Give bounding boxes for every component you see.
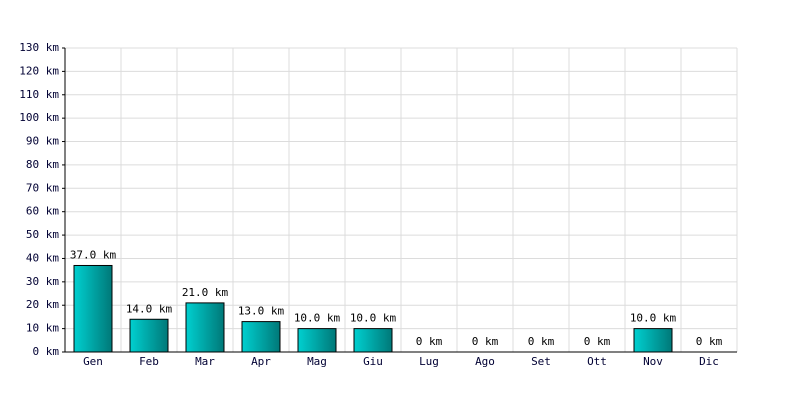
- x-tick-label: Ago: [475, 355, 495, 368]
- x-tick-label: Set: [531, 355, 551, 368]
- x-tick-label: Apr: [251, 355, 271, 368]
- x-tick-label: Giu: [363, 355, 383, 368]
- y-tick-label: 50 km: [26, 228, 59, 241]
- y-tick-label: 40 km: [26, 251, 59, 264]
- bar: [297, 328, 337, 353]
- value-label: 10.0 km: [630, 312, 677, 325]
- bar: [633, 328, 673, 353]
- y-tick-label: 10 km: [26, 322, 59, 335]
- x-tick-label: Mar: [195, 355, 215, 368]
- y-tick-label: 30 km: [26, 275, 59, 288]
- value-label: 10.0 km: [350, 312, 397, 325]
- bar: [353, 328, 393, 353]
- value-label: 14.0 km: [126, 302, 173, 315]
- y-tick-label: 100 km: [19, 111, 59, 124]
- x-tick-label: Dic: [699, 355, 719, 368]
- y-tick-label: 130 km: [19, 41, 59, 54]
- y-tick-label: 20 km: [26, 298, 59, 311]
- x-tick-label: Nov: [643, 355, 663, 368]
- value-label: 10.0 km: [294, 312, 341, 325]
- bar: [129, 318, 169, 353]
- bar: [73, 264, 113, 353]
- y-tick-label: 90 km: [26, 135, 59, 148]
- value-label: 0 km: [584, 335, 611, 348]
- value-label: 13.0 km: [238, 305, 285, 318]
- y-tick-label: 110 km: [19, 88, 59, 101]
- y-tick-label: 80 km: [26, 158, 59, 171]
- x-tick-label: Feb: [139, 355, 159, 368]
- value-label: 21.0 km: [182, 286, 229, 299]
- value-label: 0 km: [416, 335, 443, 348]
- y-tick-label: 70 km: [26, 181, 59, 194]
- x-tick-label: Mag: [307, 355, 327, 368]
- x-tick-label: Lug: [419, 355, 439, 368]
- y-tick-label: 60 km: [26, 205, 59, 218]
- x-tick-label: Ott: [587, 355, 607, 368]
- value-label: 0 km: [472, 335, 499, 348]
- value-label: 0 km: [696, 335, 723, 348]
- value-label: 0 km: [528, 335, 555, 348]
- y-tick-label: 0 km: [33, 345, 60, 358]
- x-tick-label: Gen: [83, 355, 103, 368]
- value-label: 37.0 km: [70, 248, 117, 261]
- bar: [185, 302, 225, 353]
- bar: [241, 321, 281, 353]
- y-tick-label: 120 km: [19, 64, 59, 77]
